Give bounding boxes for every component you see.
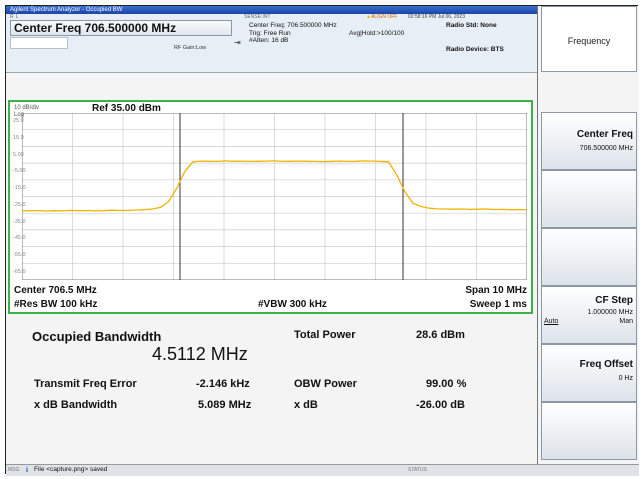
freq-offset-label: Freq Offset [579, 359, 633, 370]
vbw-label: #VBW 300 kHz [258, 299, 327, 310]
atten-setting: #Atten: 16 dB [249, 37, 289, 44]
datetime: 02:58:16 PM Jul 06, 2023 [408, 14, 465, 20]
cf-step-man[interactable]: Man [619, 318, 633, 325]
y-tick-label: -65.0 [13, 268, 26, 275]
xdb-bw-label: x dB Bandwidth [34, 399, 118, 411]
cf-step-label: CF Step [595, 295, 633, 306]
obw-value: 4.5112 MHz [152, 344, 248, 364]
tfe-value: -2.146 kHz [196, 378, 250, 390]
trigger-icon: ⇥ [234, 38, 241, 47]
cf-step-auto[interactable]: Auto [544, 318, 559, 325]
sense-indicator: SENSE:INT [244, 14, 271, 20]
align-alert: ▲ALIGN OFF [366, 14, 397, 20]
warning-icon: ▲ [366, 14, 371, 20]
xdb-value: -26.00 dB [416, 399, 465, 411]
results-panel: Occupied Bandwidth 4.5112 MHz Total Powe… [6, 314, 537, 464]
status-bar: MSG i File <capture.png> saved STATUS [6, 464, 639, 476]
menu-title-box: Frequency [541, 6, 637, 72]
rbw-label: #Res BW 100 kHz [14, 299, 98, 310]
span-label: Span 10 MHz [465, 285, 527, 296]
center-freq-setting: Center Freq: 706.500000 MHz [249, 22, 337, 29]
status-message: File <capture.png> saved [34, 466, 108, 473]
input-field[interactable] [10, 37, 68, 49]
rf-gain: RF Gain:Low [174, 45, 207, 51]
center-freq-display[interactable]: Center Freq 706.500000 MHz [10, 20, 232, 36]
y-tick-label: 25.0 [13, 118, 24, 125]
menu-title: Frequency [567, 36, 611, 46]
freq-offset-value: 0 Hz [618, 375, 633, 382]
settings-header: RL SENSE:INT ▲ALIGN OFF 02:58:16 PM Jul … [6, 14, 537, 73]
tfe-label: Transmit Freq Error [34, 378, 137, 390]
sweep-label: Sweep 1 ms [469, 299, 527, 310]
analyzer-window: Agilent Spectrum Analyzer - Occupied BW … [5, 5, 639, 476]
xdb-label: x dB [294, 399, 318, 411]
rl-indicator: RL [10, 14, 21, 20]
obw-power-label: OBW Power [294, 378, 357, 390]
total-power-label: Total Power [294, 329, 356, 341]
spectrum-graph[interactable]: 10 dB/div Ref 35.00 dBm Log 25.0 15.0 5.00… [8, 100, 533, 314]
scale-label: 10 dB/div [14, 105, 40, 111]
softkey-blank-1[interactable] [541, 170, 637, 228]
msg-indicator: MSG [8, 467, 20, 473]
center-label: Center 706.5 MHz [14, 285, 97, 296]
y-tick-label: -45.0 [13, 235, 26, 242]
y-tick-label: -15.0 [13, 185, 26, 192]
y-tick-label: -5.00 [13, 168, 26, 175]
center-freq-softkey-label: Center Freq [576, 129, 633, 140]
measurement-settings: Center Freq: 706.500000 MHz Trig: Free R… [249, 22, 337, 45]
softkey-blank-2[interactable] [541, 228, 637, 286]
obw-title: Occupied Bandwidth [32, 329, 162, 344]
info-icon: i [26, 467, 28, 474]
xdb-bw-value: 5.089 MHz [198, 399, 252, 411]
y-tick-label: 5.00 [13, 151, 24, 158]
ref-level: Ref 35.00 dBm [92, 103, 161, 114]
softkey-panel: Frequency Center Freq 706.500000 MHz CF … [537, 6, 639, 464]
radio-device: Radio Device: BTS [446, 46, 504, 53]
trigger-setting: Trig: Free Run [249, 29, 291, 37]
cf-step-value: 1.000000 MHz [587, 309, 633, 316]
align-alert-text: ALIGN OFF [370, 14, 398, 20]
log-label: Log [14, 112, 25, 118]
total-power-value: 28.6 dBm [416, 329, 465, 341]
spectrum-trace [22, 160, 527, 212]
trace-plot [22, 113, 527, 280]
y-tick-label: -35.0 [13, 218, 26, 225]
radio-std: Radio Std: None [446, 22, 497, 29]
avg-hold: Avg|Hold:>100/100 [349, 30, 405, 37]
obw-power-value: 99.00 % [426, 378, 467, 390]
center-freq-softkey-value: 706.500000 MHz [579, 145, 633, 152]
softkey-blank-3[interactable] [541, 402, 637, 460]
status-indicator: STATUS [408, 467, 427, 473]
center-freq-softkey[interactable]: Center Freq 706.500000 MHz [541, 112, 637, 170]
window-title: Agilent Spectrum Analyzer - Occupied BW [6, 6, 537, 14]
freq-offset-softkey[interactable]: Freq Offset 0 Hz [541, 344, 637, 402]
y-tick-label: -55.0 [13, 251, 26, 258]
y-tick-label: 15.0 [13, 135, 24, 142]
cf-step-softkey[interactable]: CF Step 1.000000 MHz Auto Man [541, 286, 637, 344]
y-tick-label: -25.0 [13, 201, 26, 208]
